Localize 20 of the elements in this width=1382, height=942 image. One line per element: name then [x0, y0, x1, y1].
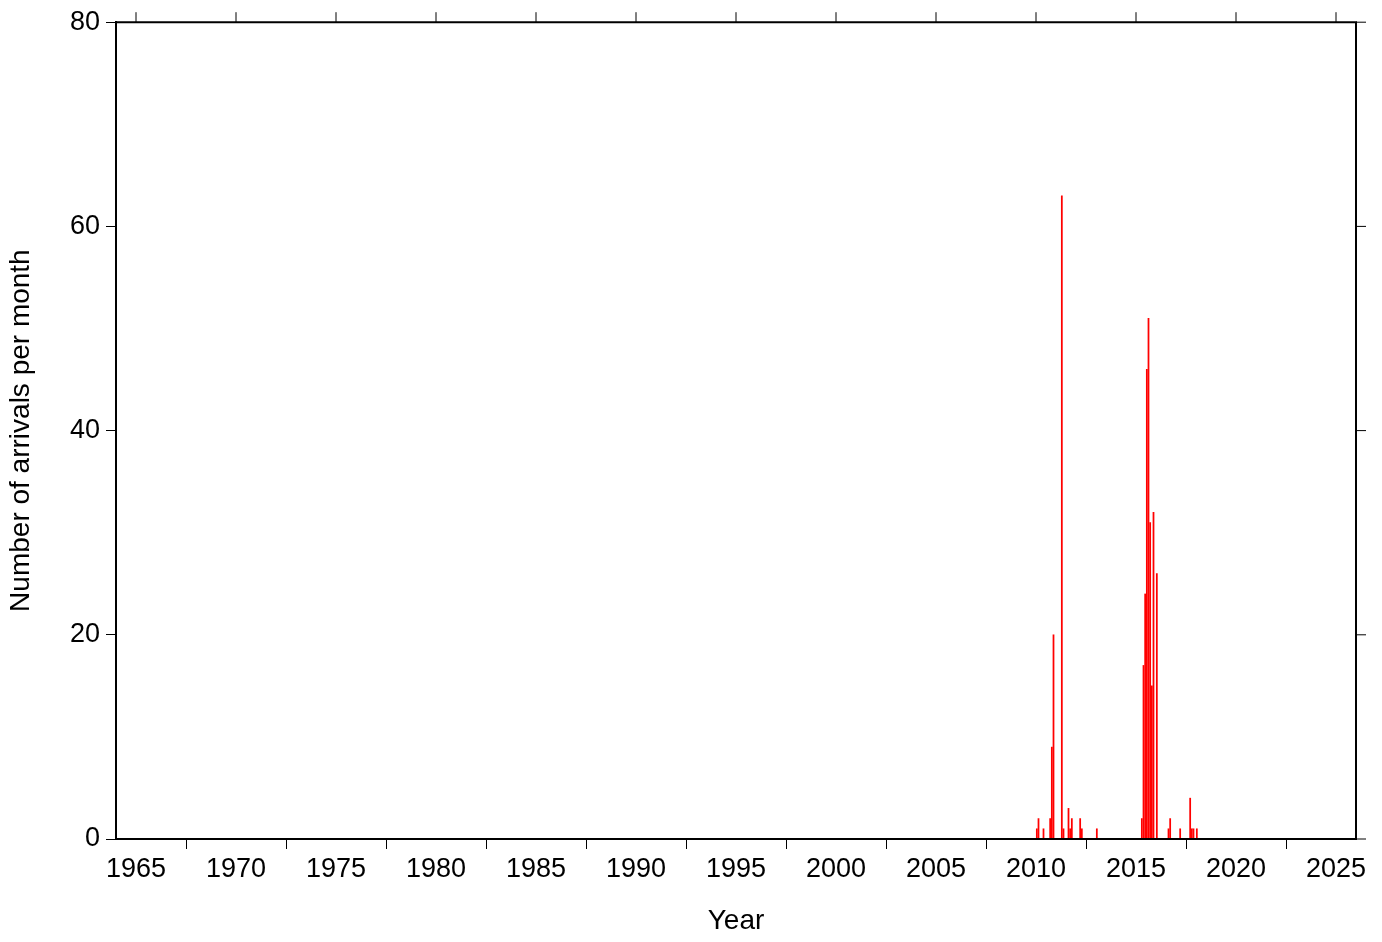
x-tick-label: 1970 [205, 852, 267, 883]
y-axis-title: Number of arrivals per month [3, 249, 35, 612]
x-tick-label: 1965 [105, 852, 167, 883]
x-tick-label: 2010 [1005, 852, 1067, 883]
y-tick-label: 20 [69, 618, 100, 649]
y-tick-label: 40 [69, 414, 100, 445]
y-tick-label: 80 [69, 5, 100, 36]
x-tick-label: 1985 [505, 852, 567, 883]
x-tick-label: 2020 [1205, 852, 1267, 883]
x-tick-label: 1995 [705, 852, 767, 883]
x-tick-label: 2000 [805, 852, 867, 883]
x-tick-label: 2015 [1105, 852, 1167, 883]
y-tick-label: 0 [84, 822, 100, 853]
x-axis-title: Year [707, 903, 765, 935]
y-tick-label: 60 [69, 209, 100, 240]
x-tick-label: 1980 [405, 852, 467, 883]
x-tick-label: 1990 [605, 852, 667, 883]
x-tick-label: 2005 [905, 852, 967, 883]
x-tick-label: 2025 [1305, 852, 1367, 883]
x-tick-label: 1975 [305, 852, 367, 883]
